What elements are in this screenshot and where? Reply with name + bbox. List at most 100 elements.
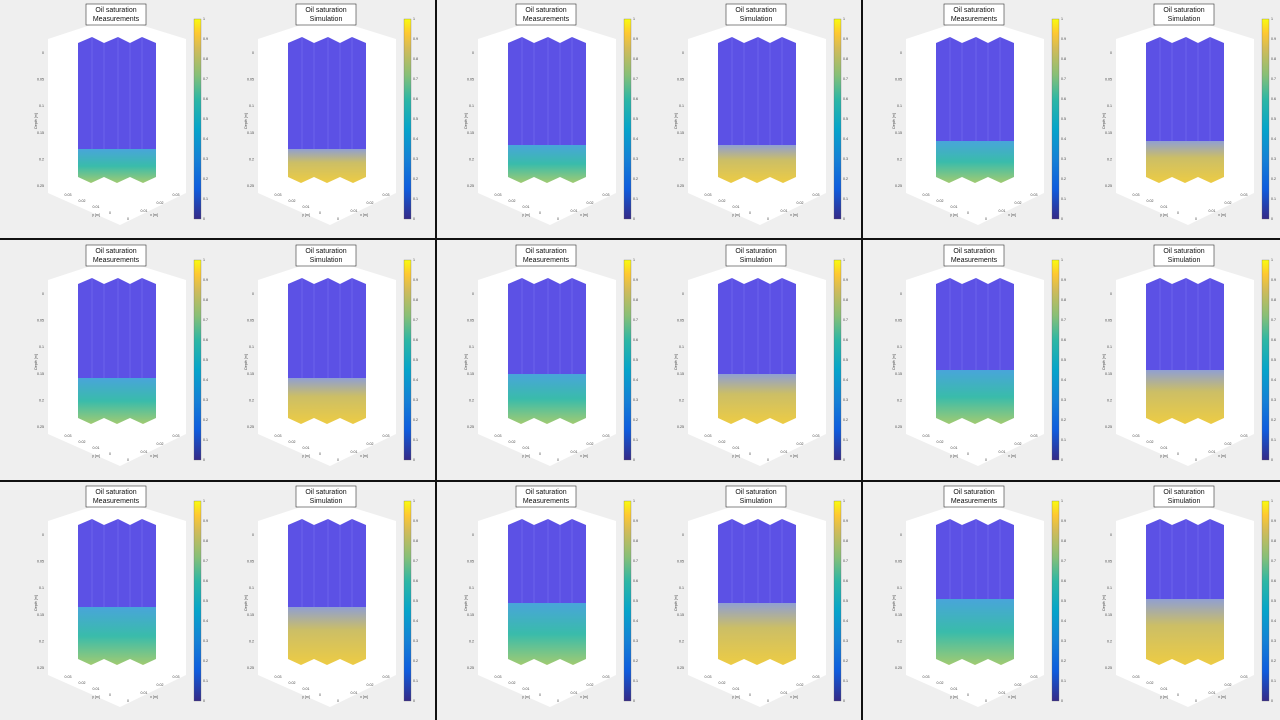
colorbar bbox=[403, 259, 412, 461]
title-box bbox=[943, 3, 1005, 26]
subtitle: Simulation bbox=[1168, 16, 1201, 23]
x-tick-label: 0 bbox=[767, 699, 769, 703]
x-tick-label: 0.03 bbox=[1031, 675, 1038, 679]
x-label: x [m] bbox=[580, 454, 588, 458]
title: Oil saturation bbox=[305, 248, 346, 255]
depth-tick-label: 0 bbox=[42, 292, 44, 296]
depth-label: Depth [m] bbox=[674, 113, 678, 129]
depth-tick-label: 0.25 bbox=[1105, 184, 1112, 188]
column-mesh bbox=[731, 519, 783, 603]
colorbar-tick-label: 0.8 bbox=[843, 57, 848, 61]
colorbar-tick-label: 0 bbox=[843, 217, 845, 221]
y-tick-label: 0 bbox=[539, 693, 541, 697]
depth-tick-label: 0.2 bbox=[1107, 639, 1112, 643]
front-band bbox=[78, 378, 156, 424]
colorbar-tick-label: 0.3 bbox=[1061, 157, 1066, 161]
y-tick-label: 0.03 bbox=[495, 675, 502, 679]
depth-tick-label: 0.25 bbox=[895, 425, 902, 429]
x-label: x [m] bbox=[1008, 695, 1016, 699]
colorbar bbox=[1261, 259, 1270, 461]
y-tick-label: 0 bbox=[539, 211, 541, 215]
colorbar-tick-label: 0.1 bbox=[203, 197, 208, 201]
colorbar-tick-label: 0.1 bbox=[1061, 679, 1066, 683]
plot: Oil saturation Simulation 0 0.05 0.1 0.15 0.2 0… bbox=[244, 244, 418, 466]
depth-tick-label: 0 bbox=[900, 292, 902, 296]
plot: Oil saturation Simulation 0 0.05 0.1 0.15 0.2 0… bbox=[1102, 485, 1276, 707]
title: Oil saturation bbox=[735, 7, 776, 14]
colorbar-tick-label: 0.8 bbox=[1061, 539, 1066, 543]
y-tick-label: 0.03 bbox=[705, 193, 712, 197]
depth-tick-label: 0.25 bbox=[895, 184, 902, 188]
colorbar-tick-label: 0.4 bbox=[203, 137, 208, 141]
panel: Oil saturation Measurements 0 0.05 0.1 0.15 0.… bbox=[464, 244, 848, 466]
depth-tick-label: 0.1 bbox=[679, 586, 684, 590]
panel: Oil saturation Measurements 0 0.05 0.1 0.15 0.… bbox=[464, 485, 848, 707]
x-tick-label: 0 bbox=[557, 458, 559, 462]
depth-tick-label: 0.25 bbox=[677, 425, 684, 429]
colorbar-tick-label: 0.1 bbox=[413, 438, 418, 442]
colorbar-tick-label: 0.5 bbox=[633, 358, 638, 362]
depth-tick-label: 0.1 bbox=[249, 345, 254, 349]
depth-tick-label: 0.15 bbox=[37, 613, 44, 617]
column-mesh bbox=[1159, 278, 1211, 370]
colorbar-tick-label: 0.5 bbox=[1271, 117, 1276, 121]
column-mesh bbox=[949, 519, 1001, 599]
depth-label: Depth [m] bbox=[34, 113, 38, 129]
column bbox=[288, 37, 366, 149]
title: Oil saturation bbox=[305, 489, 346, 496]
colorbar bbox=[833, 18, 842, 220]
column bbox=[718, 37, 796, 145]
colorbar-tick-label: 0.8 bbox=[633, 57, 638, 61]
subtitle: Measurements bbox=[951, 16, 998, 23]
y-tick-label: 0.03 bbox=[275, 434, 282, 438]
colorbar-tick-label: 0.4 bbox=[633, 619, 638, 623]
y-tick-label: 0.01 bbox=[733, 446, 740, 450]
subtitle: Measurements bbox=[523, 16, 570, 23]
colorbar bbox=[623, 18, 632, 220]
x-tick-label: 0.01 bbox=[141, 450, 148, 454]
colorbar-tick-label: 1 bbox=[633, 499, 635, 503]
depth-tick-label: 0.1 bbox=[897, 586, 902, 590]
depth-label: Depth [m] bbox=[892, 113, 896, 129]
title-box bbox=[1153, 3, 1215, 26]
colorbar-tick-label: 0.1 bbox=[633, 679, 638, 683]
colorbar-tick-label: 0.8 bbox=[203, 539, 208, 543]
title: Oil saturation bbox=[953, 489, 994, 496]
depth-tick-label: 0.2 bbox=[1107, 157, 1112, 161]
depth-label: Depth [m] bbox=[674, 595, 678, 611]
front-band bbox=[936, 599, 1014, 665]
depth-tick-label: 0.15 bbox=[37, 131, 44, 135]
colorbar-tick-label: 0.7 bbox=[843, 318, 848, 322]
x-tick-label: 0.03 bbox=[813, 193, 820, 197]
colorbar-tick-label: 0.6 bbox=[1271, 97, 1276, 101]
depth-tick-label: 0.05 bbox=[247, 560, 254, 564]
title-box bbox=[943, 244, 1005, 267]
column bbox=[508, 519, 586, 603]
x-tick-label: 0.02 bbox=[797, 683, 804, 687]
y-label: y [m] bbox=[522, 454, 530, 458]
plot: Oil saturation Simulation 0 0.05 0.1 0.15 0.2 0… bbox=[244, 3, 418, 225]
colorbar-tick-label: 0 bbox=[203, 217, 205, 221]
colorbar-tick-label: 0.3 bbox=[843, 398, 848, 402]
colorbar-tick-label: 0.7 bbox=[203, 318, 208, 322]
column bbox=[1146, 519, 1224, 599]
colorbar-tick-label: 0.1 bbox=[1061, 197, 1066, 201]
y-tick-label: 0.02 bbox=[719, 681, 726, 685]
plot: Oil saturation Measurements 0 0.05 0.1 0.15 0.… bbox=[34, 485, 208, 707]
depth-label: Depth [m] bbox=[1102, 595, 1106, 611]
x-tick-label: 0.03 bbox=[1031, 193, 1038, 197]
depth-tick-label: 0.2 bbox=[1107, 398, 1112, 402]
colorbar-tick-label: 0.3 bbox=[1271, 398, 1276, 402]
subtitle: Measurements bbox=[93, 16, 140, 23]
depth-label: Depth [m] bbox=[244, 113, 248, 129]
title: Oil saturation bbox=[1163, 489, 1204, 496]
depth-label: Depth [m] bbox=[892, 354, 896, 370]
x-label: x [m] bbox=[1008, 213, 1016, 217]
column bbox=[936, 278, 1014, 370]
column-mesh bbox=[1159, 519, 1211, 599]
front-band bbox=[936, 141, 1014, 183]
colorbar-tick-label: 0.5 bbox=[843, 358, 848, 362]
title: Oil saturation bbox=[525, 248, 566, 255]
colorbar-tick-label: 0.4 bbox=[413, 378, 418, 382]
depth-tick-label: 0.1 bbox=[39, 586, 44, 590]
